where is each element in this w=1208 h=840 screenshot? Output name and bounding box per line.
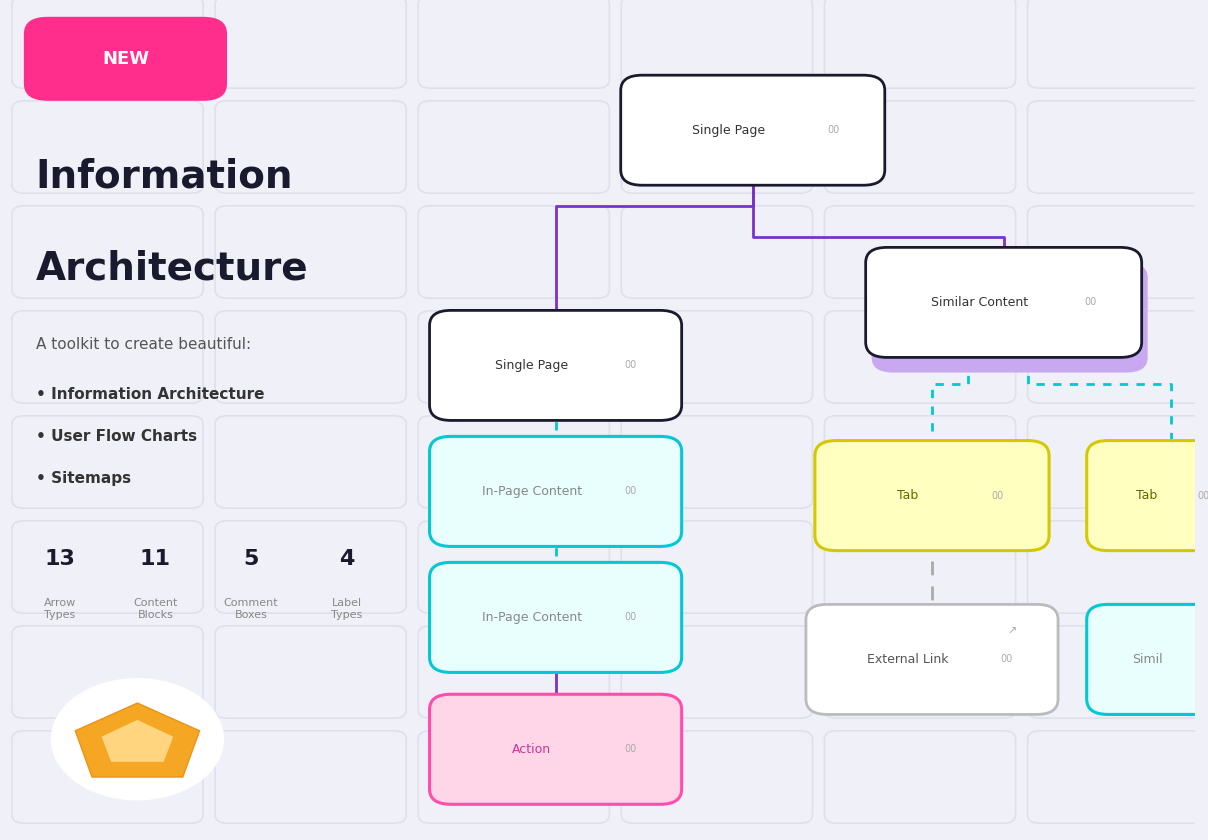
FancyBboxPatch shape	[12, 311, 203, 403]
Text: Similar Content: Similar Content	[931, 296, 1028, 309]
Text: 00: 00	[1000, 654, 1012, 664]
FancyBboxPatch shape	[621, 101, 813, 193]
Text: • Information Architecture: • Information Architecture	[36, 387, 265, 402]
FancyBboxPatch shape	[215, 416, 406, 508]
FancyBboxPatch shape	[12, 626, 203, 718]
Text: 00: 00	[625, 360, 637, 370]
FancyBboxPatch shape	[215, 731, 406, 823]
Text: NEW: NEW	[101, 50, 149, 68]
Text: Arrow
Types: Arrow Types	[43, 598, 76, 620]
FancyBboxPatch shape	[430, 311, 681, 421]
FancyBboxPatch shape	[824, 626, 1016, 718]
FancyBboxPatch shape	[1028, 101, 1208, 193]
Text: Simil: Simil	[1132, 653, 1162, 666]
FancyBboxPatch shape	[418, 206, 609, 298]
Text: • User Flow Charts: • User Flow Charts	[36, 429, 197, 444]
FancyBboxPatch shape	[215, 311, 406, 403]
Text: 00: 00	[992, 491, 1004, 501]
Text: A toolkit to create beautiful:: A toolkit to create beautiful:	[36, 337, 251, 352]
Text: 4: 4	[338, 549, 354, 569]
FancyBboxPatch shape	[621, 521, 813, 613]
FancyBboxPatch shape	[418, 731, 609, 823]
Text: 00: 00	[1084, 297, 1097, 307]
FancyBboxPatch shape	[418, 626, 609, 718]
FancyBboxPatch shape	[1028, 626, 1208, 718]
FancyBboxPatch shape	[12, 416, 203, 508]
Text: Architecture: Architecture	[36, 249, 308, 288]
FancyBboxPatch shape	[430, 694, 681, 805]
Text: • Sitemaps: • Sitemaps	[36, 471, 130, 486]
FancyBboxPatch shape	[824, 311, 1016, 403]
Text: Information: Information	[36, 157, 294, 196]
FancyBboxPatch shape	[621, 416, 813, 508]
FancyBboxPatch shape	[215, 206, 406, 298]
FancyBboxPatch shape	[418, 311, 609, 403]
Polygon shape	[101, 720, 173, 762]
FancyBboxPatch shape	[215, 521, 406, 613]
FancyBboxPatch shape	[1028, 0, 1208, 88]
FancyBboxPatch shape	[815, 441, 1049, 551]
Text: Content
Blocks: Content Blocks	[133, 598, 178, 620]
FancyBboxPatch shape	[12, 206, 203, 298]
FancyBboxPatch shape	[824, 521, 1016, 613]
Text: Label
Types: Label Types	[331, 598, 362, 620]
FancyBboxPatch shape	[866, 248, 1142, 358]
FancyBboxPatch shape	[806, 605, 1058, 714]
Text: 00: 00	[625, 744, 637, 754]
FancyBboxPatch shape	[621, 731, 813, 823]
FancyBboxPatch shape	[430, 563, 681, 672]
FancyBboxPatch shape	[418, 416, 609, 508]
FancyBboxPatch shape	[621, 0, 813, 88]
FancyBboxPatch shape	[24, 17, 227, 101]
FancyBboxPatch shape	[1028, 731, 1208, 823]
FancyBboxPatch shape	[621, 311, 813, 403]
FancyBboxPatch shape	[430, 437, 681, 547]
Text: Tab: Tab	[898, 489, 919, 502]
Text: Single Page: Single Page	[495, 359, 568, 372]
Text: 00: 00	[625, 612, 637, 622]
FancyBboxPatch shape	[824, 731, 1016, 823]
FancyBboxPatch shape	[12, 731, 203, 823]
Text: Single Page: Single Page	[692, 123, 766, 137]
Text: In-Page Content: In-Page Content	[482, 485, 582, 498]
FancyBboxPatch shape	[1028, 521, 1208, 613]
FancyBboxPatch shape	[1028, 311, 1208, 403]
FancyBboxPatch shape	[824, 206, 1016, 298]
Text: Action: Action	[512, 743, 551, 756]
Text: In-Page Content: In-Page Content	[482, 611, 582, 624]
Text: 00: 00	[827, 125, 840, 135]
Text: 00: 00	[1197, 491, 1208, 501]
FancyBboxPatch shape	[824, 0, 1016, 88]
Polygon shape	[75, 703, 199, 777]
FancyBboxPatch shape	[621, 76, 884, 186]
Text: ↗: ↗	[1007, 627, 1017, 637]
Text: 5: 5	[243, 549, 259, 569]
FancyBboxPatch shape	[1087, 441, 1208, 551]
FancyBboxPatch shape	[215, 626, 406, 718]
FancyBboxPatch shape	[621, 206, 813, 298]
Text: 11: 11	[140, 549, 170, 569]
Text: Tab: Tab	[1137, 489, 1157, 502]
FancyBboxPatch shape	[418, 521, 609, 613]
FancyBboxPatch shape	[215, 101, 406, 193]
FancyBboxPatch shape	[12, 101, 203, 193]
Circle shape	[52, 679, 223, 800]
FancyBboxPatch shape	[824, 101, 1016, 193]
Text: Comment
Boxes: Comment Boxes	[223, 598, 278, 620]
Text: External Link: External Link	[867, 653, 948, 666]
FancyBboxPatch shape	[824, 416, 1016, 508]
FancyBboxPatch shape	[418, 0, 609, 88]
FancyBboxPatch shape	[621, 626, 813, 718]
FancyBboxPatch shape	[1087, 605, 1208, 714]
FancyBboxPatch shape	[872, 263, 1148, 373]
Text: 13: 13	[45, 549, 75, 569]
FancyBboxPatch shape	[418, 101, 609, 193]
FancyBboxPatch shape	[12, 0, 203, 88]
FancyBboxPatch shape	[12, 521, 203, 613]
FancyBboxPatch shape	[1028, 206, 1208, 298]
FancyBboxPatch shape	[215, 0, 406, 88]
FancyBboxPatch shape	[1028, 416, 1208, 508]
Text: 00: 00	[625, 486, 637, 496]
